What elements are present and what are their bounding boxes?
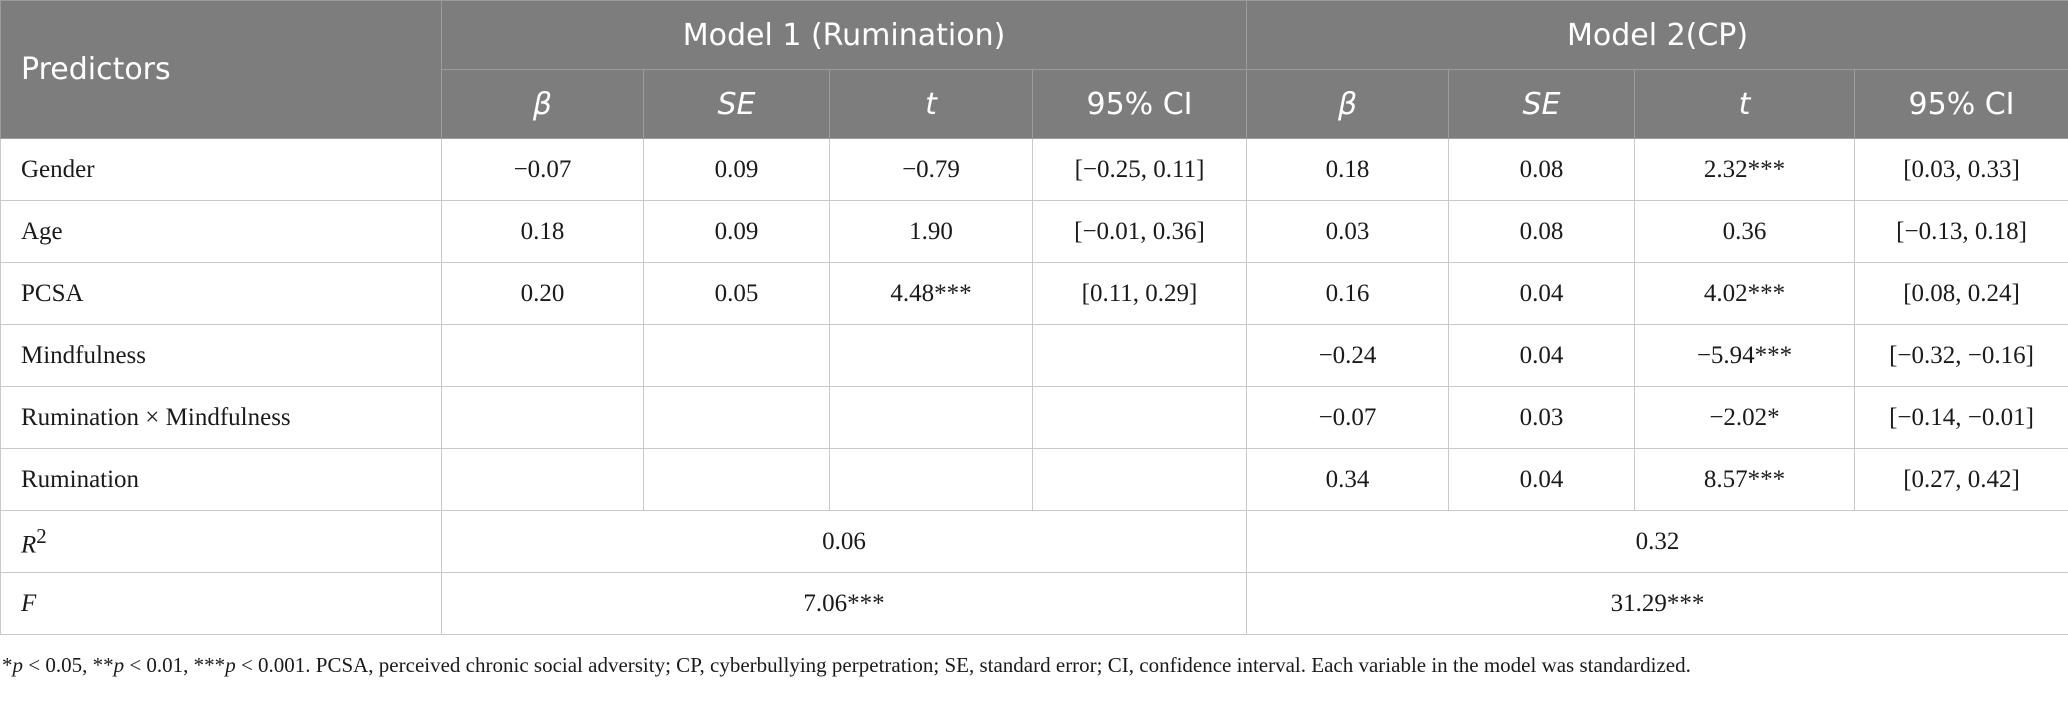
table-row: Age 0.18 0.09 1.90 [−0.01, 0.36] 0.03 0.… xyxy=(0,200,2068,263)
cell: [−0.14, −0.01] xyxy=(1854,386,2068,449)
cell: −0.07 xyxy=(441,138,644,201)
cell xyxy=(1031,448,1248,511)
cell: 0.09 xyxy=(643,138,830,201)
header-beta: β xyxy=(1246,69,1450,139)
cell: −0.79 xyxy=(829,138,1033,201)
header-beta: β xyxy=(441,69,644,139)
f-model1: 7.06*** xyxy=(440,572,1248,635)
cell: 0.08 xyxy=(1448,200,1636,263)
header-predictors: Predictors xyxy=(0,0,442,139)
cell xyxy=(1031,324,1248,387)
cell xyxy=(829,324,1033,387)
row-label: PCSA xyxy=(0,262,442,325)
r2-model2: 0.32 xyxy=(1246,510,2068,573)
cell: −0.07 xyxy=(1246,386,1450,449)
cell: 4.48*** xyxy=(829,262,1033,325)
cell: [0.27, 0.42] xyxy=(1854,448,2068,511)
header-model1: Model 1 (Rumination) xyxy=(440,0,1248,70)
table-row: Rumination 0.34 0.04 8.57*** [0.27, 0.42… xyxy=(0,448,2068,511)
table-row: PCSA 0.20 0.05 4.48*** [0.11, 0.29] 0.16… xyxy=(0,262,2068,325)
cell: 2.32*** xyxy=(1634,138,1856,201)
row-label: Mindfulness xyxy=(0,324,442,387)
header-se: SE xyxy=(643,69,830,139)
cell xyxy=(441,324,644,387)
cell: 0.34 xyxy=(1246,448,1450,511)
cell: [−0.01, 0.36] xyxy=(1031,200,1248,263)
cell: −0.24 xyxy=(1246,324,1450,387)
r2-label: R2 xyxy=(0,510,442,573)
cell xyxy=(643,386,830,449)
row-label: Gender xyxy=(0,138,442,201)
table-row: Gender −0.07 0.09 −0.79 [−0.25, 0.11] 0.… xyxy=(0,138,2068,201)
cell xyxy=(1031,386,1248,449)
f-model2: 31.29*** xyxy=(1246,572,2068,635)
r2-model1: 0.06 xyxy=(440,510,1248,573)
table-row: Rumination × Mindfulness −0.07 0.03 −2.0… xyxy=(0,386,2068,449)
cell: 0.16 xyxy=(1246,262,1450,325)
cell: −2.02* xyxy=(1634,386,1856,449)
cell xyxy=(829,448,1033,511)
cell: 0.04 xyxy=(1448,262,1636,325)
cell: 0.04 xyxy=(1448,448,1636,511)
row-label: Rumination xyxy=(0,448,442,511)
cell: −5.94*** xyxy=(1634,324,1856,387)
header-ci: 95% CI xyxy=(1854,69,2068,139)
cell: [−0.32, −0.16] xyxy=(1854,324,2068,387)
cell: 0.04 xyxy=(1448,324,1636,387)
table-row: Mindfulness −0.24 0.04 −5.94*** [−0.32, … xyxy=(0,324,2068,387)
cell: 0.03 xyxy=(1246,200,1450,263)
cell xyxy=(643,448,830,511)
cell: 0.20 xyxy=(441,262,644,325)
cell: 8.57*** xyxy=(1634,448,1856,511)
cell: 0.05 xyxy=(643,262,830,325)
header-se: SE xyxy=(1448,69,1636,139)
cell: 0.09 xyxy=(643,200,830,263)
cell: [0.08, 0.24] xyxy=(1854,262,2068,325)
row-label: Age xyxy=(0,200,442,263)
cell: 1.90 xyxy=(829,200,1033,263)
cell xyxy=(643,324,830,387)
f-label: F xyxy=(0,572,442,635)
row-label: Rumination × Mindfulness xyxy=(0,386,442,449)
cell xyxy=(441,448,644,511)
cell xyxy=(441,386,644,449)
header-t: t xyxy=(829,69,1033,139)
header-model2: Model 2(CP) xyxy=(1246,0,2068,70)
summary-row-r2: R2 0.06 0.32 xyxy=(0,510,2068,573)
cell: 0.03 xyxy=(1448,386,1636,449)
header-t: t xyxy=(1634,69,1856,139)
cell: [−0.25, 0.11] xyxy=(1031,138,1248,201)
table-footnote: *p < 0.05, **p < 0.01, ***p < 0.001. PCS… xyxy=(2,653,1691,677)
header-ci: 95% CI xyxy=(1031,69,1248,139)
cell: 4.02*** xyxy=(1634,262,1856,325)
cell xyxy=(829,386,1033,449)
cell: 0.36 xyxy=(1634,200,1856,263)
cell: [0.11, 0.29] xyxy=(1031,262,1248,325)
regression-table: Predictors Model 1 (Rumination) Model 2(… xyxy=(0,0,2068,635)
summary-row-f: F 7.06*** 31.29*** xyxy=(0,572,2068,635)
cell: [0.03, 0.33] xyxy=(1854,138,2068,201)
cell: 0.18 xyxy=(1246,138,1450,201)
cell: [−0.13, 0.18] xyxy=(1854,200,2068,263)
cell: 0.08 xyxy=(1448,138,1636,201)
cell: 0.18 xyxy=(441,200,644,263)
